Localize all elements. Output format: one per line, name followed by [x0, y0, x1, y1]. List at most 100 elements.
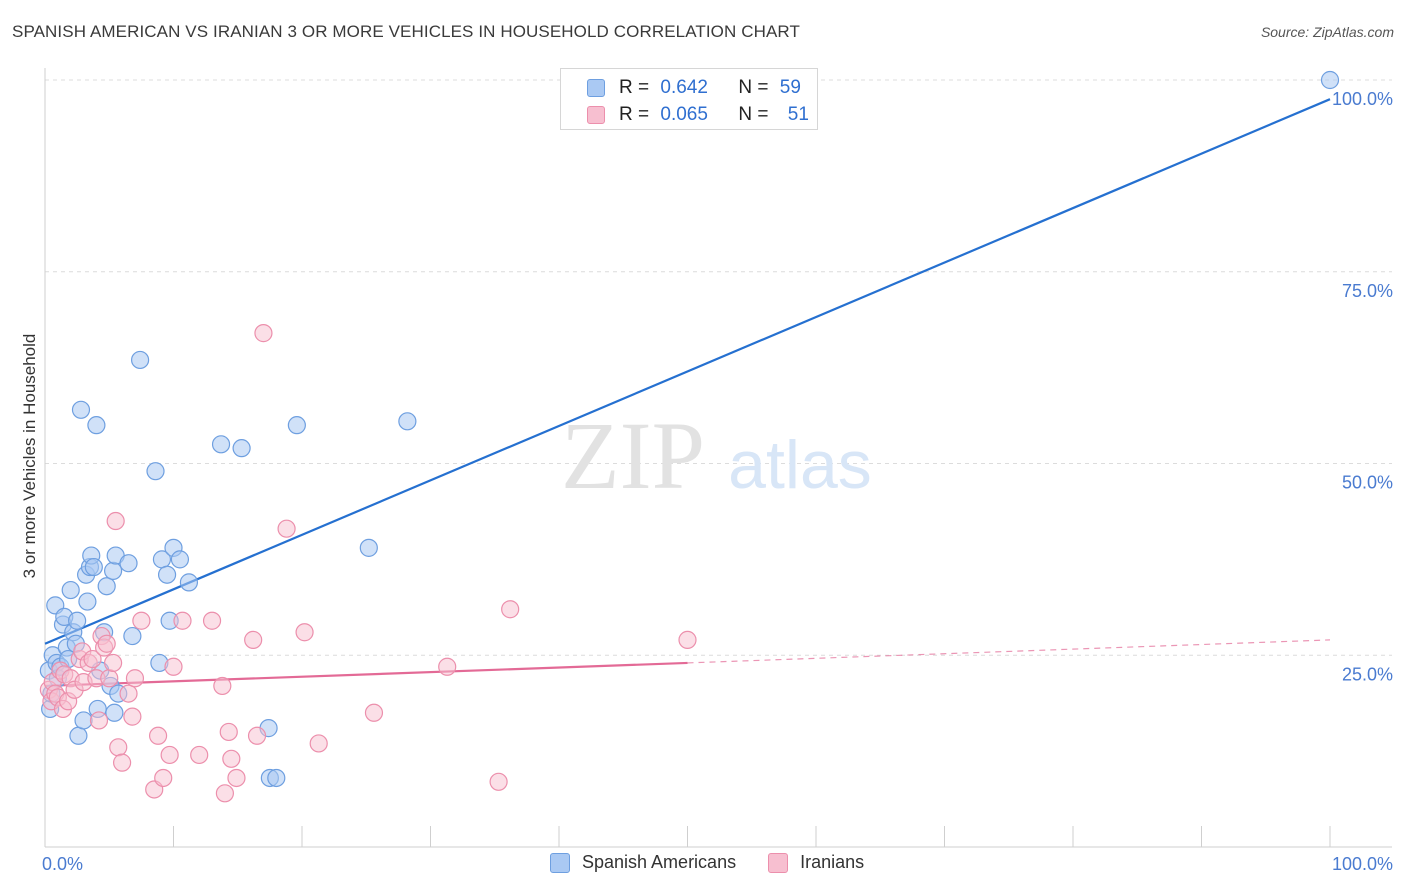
data-point-iranian — [89, 711, 109, 730]
data-point-iranian — [254, 324, 273, 343]
data-point-iranian — [277, 519, 296, 538]
data-point-spanish-american — [119, 554, 138, 573]
data-point-spanish-american — [146, 462, 165, 481]
legend-item-spanish-americans[interactable]: Spanish Americans — [550, 852, 736, 873]
series-legend: Spanish Americans Iranians — [550, 852, 896, 873]
y-tick-label: 50.0% — [1342, 473, 1393, 493]
data-point-spanish-american — [398, 412, 417, 431]
y-tick-label: 25.0% — [1342, 664, 1393, 684]
data-point-iranian — [222, 749, 241, 768]
legend-swatch-blue — [550, 852, 570, 873]
axes — [44, 68, 1392, 848]
data-point-spanish-american — [84, 557, 103, 577]
legend-label: Spanish Americans — [582, 852, 737, 872]
data-point-iranian — [125, 669, 145, 688]
data-point-iranian — [97, 634, 116, 653]
gridlines — [45, 79, 1392, 656]
data-point-spanish-american — [359, 538, 378, 557]
data-point-spanish-american — [130, 350, 150, 370]
watermark: ZIP atlas — [561, 402, 872, 509]
data-point-iranian — [501, 600, 520, 619]
trend-lines — [44, 98, 1331, 688]
y-axis-label: 3 or more Vehicles in Household — [20, 333, 39, 579]
data-point-iranian — [227, 768, 246, 788]
data-point-spanish-american — [232, 439, 251, 458]
data-point-spanish-american — [179, 573, 199, 592]
data-point-iranian — [215, 784, 234, 803]
data-point-iranian — [213, 676, 232, 696]
data-point-iranian — [173, 611, 192, 630]
data-point-iranian — [202, 611, 222, 630]
data-point-iranian — [489, 772, 508, 791]
legend-swatch-pink — [587, 106, 605, 124]
legend-label: Iranians — [800, 852, 865, 872]
data-point-spanish-american — [71, 400, 91, 419]
data-point-iranian — [295, 623, 314, 642]
data-point-spanish-american — [78, 592, 97, 611]
data-point-iranian — [106, 511, 125, 531]
x-tick-label: 100.0% — [1332, 854, 1393, 874]
watermark-zip: ZIP — [561, 402, 705, 509]
data-point-spanish-american — [68, 611, 87, 630]
data-point-spanish-american — [267, 768, 286, 788]
legend-n-label: N = — [738, 104, 774, 125]
y-tick-label: 75.0% — [1342, 281, 1393, 301]
data-point-iranian — [244, 630, 263, 650]
data-point-iranian — [678, 630, 697, 650]
legend-n-value: 51 — [787, 104, 809, 125]
data-point-iranian — [148, 726, 168, 745]
data-point-iranian — [364, 703, 384, 722]
data-point-spanish-american — [1320, 70, 1340, 90]
data-point-spanish-american — [170, 550, 190, 569]
legend-r-value: 0.642 — [660, 77, 708, 98]
source-label: Source: ZipAtlas.com — [1260, 24, 1394, 40]
legend-swatch-pink — [768, 852, 789, 873]
data-point-iranian — [154, 768, 173, 788]
x-tick-label: 0.0% — [42, 854, 83, 874]
data-point-iranian — [309, 734, 328, 753]
data-point-spanish-american — [69, 726, 88, 745]
data-point-iranian — [132, 611, 151, 630]
data-point-iranian — [438, 657, 457, 676]
data-point-iranian — [247, 726, 267, 745]
data-point-spanish-american — [287, 416, 306, 435]
legend-swatch-blue — [587, 79, 605, 97]
legend-r-label: R = — [619, 104, 655, 125]
data-point-iranian — [190, 745, 209, 765]
legend-r-label: R = — [619, 77, 655, 98]
legend-row-spanish-americans: R = 0.642 N = 59 — [587, 77, 801, 99]
legend-row-iranians: R = 0.065 N = 51 — [587, 104, 809, 126]
data-point-iranian — [119, 684, 138, 703]
data-point-iranian — [123, 707, 142, 726]
data-point-spanish-american — [157, 565, 177, 584]
legend-n-value: 59 — [779, 77, 801, 98]
data-point-iranian — [219, 722, 238, 742]
trend-line-spanish-americans — [44, 98, 1331, 645]
data-point-iranian — [104, 653, 123, 673]
data-point-spanish-american — [105, 703, 124, 722]
data-point-iranian — [112, 753, 132, 772]
data-point-spanish-american — [123, 626, 142, 646]
data-point-spanish-american — [61, 580, 80, 600]
data-point-iranian — [100, 669, 119, 688]
trend-line-iranians-extension — [687, 639, 1331, 664]
series-iranians — [39, 324, 697, 803]
data-point-spanish-american — [211, 435, 231, 454]
correlation-legend: R = 0.642 N = 59 R = 0.065 N = 51 — [560, 68, 818, 130]
chart-title: SPANISH AMERICAN VS IRANIAN 3 OR MORE VE… — [12, 22, 800, 41]
watermark-atlas: atlas — [728, 427, 872, 503]
trend-line-iranians — [44, 661, 688, 688]
legend-item-iranians[interactable]: Iranians — [768, 852, 864, 873]
data-point-spanish-american — [87, 416, 106, 435]
data-point-spanish-american — [74, 711, 93, 730]
y-tick-label: 100.0% — [1332, 89, 1393, 109]
tick-labels: 25.0% 50.0% 75.0% 100.0% 0.0% 100.0% — [42, 89, 1393, 874]
data-point-iranian — [109, 738, 128, 757]
data-point-iranian — [164, 657, 183, 676]
legend-n-label: N = — [738, 77, 774, 98]
legend-r-value: 0.065 — [660, 104, 708, 125]
data-point-iranian — [160, 745, 179, 765]
data-point-spanish-american — [97, 577, 116, 596]
data-point-spanish-american — [104, 561, 123, 580]
